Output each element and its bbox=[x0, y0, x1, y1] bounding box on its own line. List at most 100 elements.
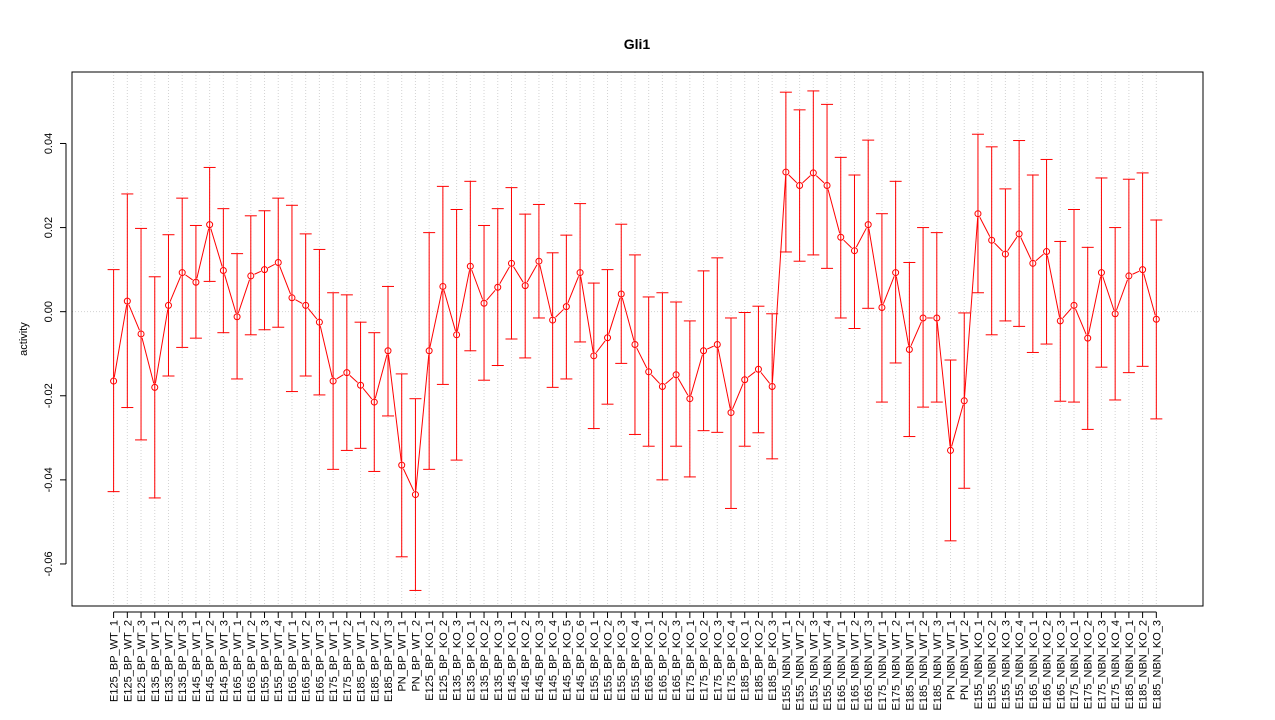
x-tick-label: E175_BP_KO_1 bbox=[685, 620, 697, 701]
data-point bbox=[521, 282, 529, 290]
x-tick-label: E125_BP_KO_1 bbox=[424, 620, 436, 701]
data-point bbox=[1111, 310, 1119, 318]
data-point bbox=[370, 398, 378, 406]
x-tick-label: E165_BP_KO_2 bbox=[657, 620, 669, 701]
x-tick-label: E125_BP_WT_2 bbox=[122, 620, 134, 702]
data-point bbox=[947, 446, 955, 454]
series-line-segment bbox=[1116, 279, 1128, 311]
data-point bbox=[1152, 315, 1160, 323]
series-line-segment bbox=[895, 276, 910, 346]
x-tick-label: E165_NBN_KO_3 bbox=[1055, 620, 1067, 709]
data-point bbox=[1097, 269, 1105, 277]
data-point bbox=[453, 331, 461, 339]
series-line-segment bbox=[185, 274, 193, 281]
series-line-segment bbox=[307, 308, 318, 320]
series-line-segment bbox=[732, 383, 744, 410]
series-line-segment bbox=[128, 304, 140, 331]
x-tick-label: E175_BP_KO_3 bbox=[712, 620, 724, 701]
series-line-segment bbox=[1075, 308, 1087, 335]
series-line-segment bbox=[621, 297, 635, 341]
data-point bbox=[960, 397, 968, 405]
series-line-segment bbox=[690, 354, 703, 395]
x-tick-label: E185_BP_WT_3 bbox=[383, 620, 395, 702]
data-point bbox=[288, 294, 296, 302]
data-point bbox=[645, 368, 653, 376]
series-line-segment bbox=[210, 228, 223, 267]
data-point bbox=[233, 313, 241, 321]
x-tick-label: E165_BP_WT_2 bbox=[301, 620, 313, 702]
series-line-segment bbox=[951, 404, 964, 447]
data-point bbox=[1070, 301, 1078, 309]
series-line-segment bbox=[595, 340, 606, 353]
x-tick-label: E155_BP_KO_4 bbox=[630, 620, 642, 701]
data-point bbox=[302, 301, 310, 309]
series-line-segment bbox=[513, 266, 524, 283]
data-point bbox=[727, 409, 735, 417]
data-point bbox=[604, 334, 612, 342]
series-line-segment bbox=[567, 276, 580, 304]
data-point bbox=[700, 347, 708, 355]
x-tick-label: PN_NBN_WT_2 bbox=[959, 620, 971, 700]
x-tick-label: E135_BP_KO_2 bbox=[479, 620, 491, 701]
series-line-segment bbox=[1062, 308, 1072, 319]
data-point bbox=[562, 303, 570, 311]
data-point bbox=[151, 383, 159, 391]
data-point bbox=[549, 316, 557, 324]
data-point bbox=[768, 383, 776, 391]
x-tick-label: E125_BP_WT_3 bbox=[136, 620, 148, 702]
series-line-segment bbox=[387, 354, 402, 462]
x-tick-label: E185_NBN_WT_3 bbox=[932, 620, 944, 711]
series-line-segment bbox=[169, 276, 182, 302]
x-tick-label: E165_BP_WT_2 bbox=[246, 620, 258, 702]
series-line-segment bbox=[154, 309, 169, 384]
series-line-segment bbox=[196, 228, 210, 279]
data-point bbox=[411, 491, 419, 499]
x-tick-label: PN_BP_WT_2 bbox=[410, 620, 422, 692]
data-point bbox=[837, 233, 845, 241]
series-line-segment bbox=[760, 372, 771, 384]
x-tick-label: E145_BP_WT_3 bbox=[218, 620, 230, 702]
x-tick-label: E155_NBN_WT_2 bbox=[795, 620, 807, 711]
series-line-segment bbox=[651, 374, 661, 384]
series-line-segment bbox=[295, 299, 303, 304]
x-tick-label: E155_NBN_KO_4 bbox=[1014, 620, 1026, 709]
x-tick-label: E185_BP_KO_3 bbox=[767, 620, 779, 701]
x-tick-label: E155_NBN_WT_4 bbox=[822, 620, 834, 711]
data-point bbox=[466, 262, 474, 270]
series-line-segment bbox=[319, 325, 333, 378]
series-line-segment bbox=[526, 264, 538, 283]
x-tick-label: E125_BP_KO_2 bbox=[438, 620, 450, 701]
series-line-segment bbox=[771, 176, 787, 383]
y-axis: -0.06 -0.04 -0.02 0.00 0.02 0.04 bbox=[43, 133, 67, 576]
x-tick-label: E155_BP_KO_2 bbox=[603, 620, 615, 701]
series-line-segment bbox=[665, 376, 674, 385]
series-line-segment bbox=[979, 217, 991, 237]
data-point bbox=[507, 259, 515, 267]
y-tick-label: 0.00 bbox=[43, 301, 55, 322]
x-tick-label: E155_NBN_WT_3 bbox=[808, 620, 820, 711]
x-tick-label: E185_BP_WT_2 bbox=[369, 620, 381, 702]
data-point bbox=[1084, 334, 1092, 342]
x-tick-label: E155_BP_KO_3 bbox=[616, 620, 628, 701]
x-tick-label: E175_NBN_KO_1 bbox=[1069, 620, 1081, 709]
series-line-segment bbox=[964, 217, 979, 397]
data-point bbox=[590, 352, 598, 360]
data-point bbox=[631, 340, 639, 348]
data-point bbox=[357, 381, 365, 389]
data-point bbox=[823, 182, 831, 190]
data-point bbox=[206, 221, 214, 229]
x-tick-label: E145_BP_KO_4 bbox=[548, 620, 560, 701]
data-point bbox=[988, 236, 996, 244]
series-line-segment bbox=[868, 228, 882, 304]
x-tick-label: E155_BP_WT_4 bbox=[273, 620, 285, 702]
data-point bbox=[329, 377, 337, 385]
series-line-segment bbox=[608, 297, 621, 335]
series-line-segment bbox=[1132, 270, 1140, 275]
data-point bbox=[933, 314, 941, 322]
series-line-segment bbox=[539, 264, 553, 317]
data-point bbox=[261, 266, 269, 274]
data-point bbox=[137, 330, 145, 338]
series-line-segment bbox=[855, 227, 867, 248]
x-tick-label: E175_NBN_KO_4 bbox=[1110, 620, 1122, 709]
